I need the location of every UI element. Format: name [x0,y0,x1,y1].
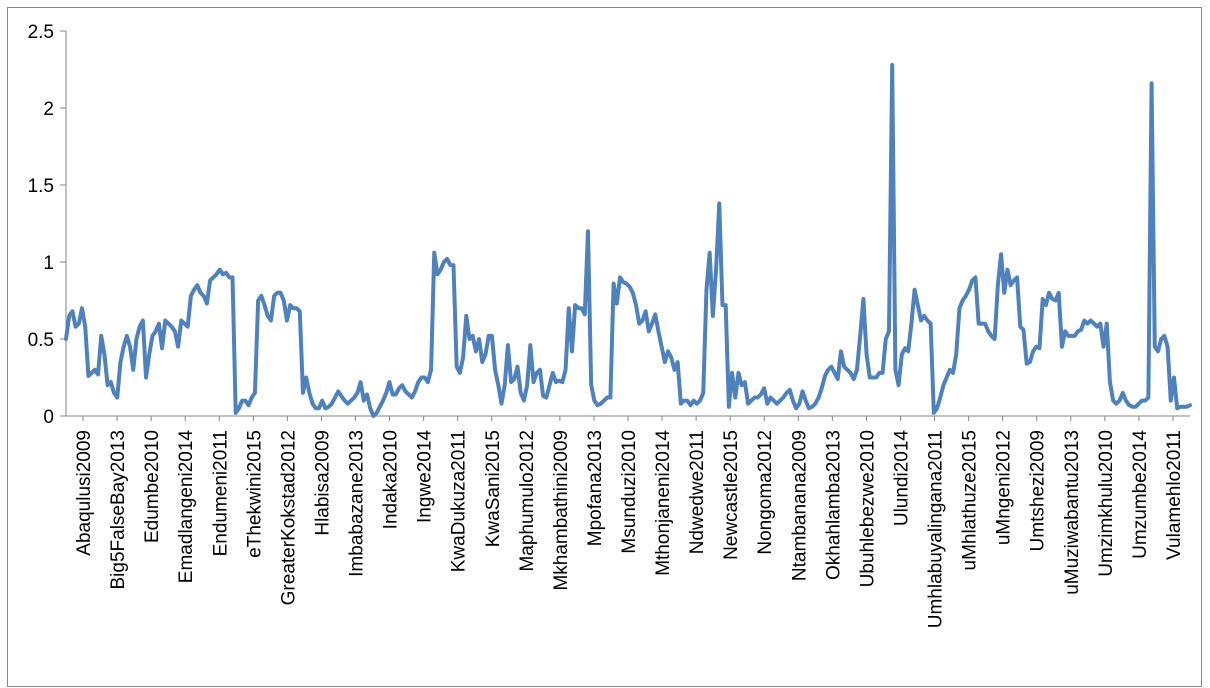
x-tick-label: Imbabazane2013 [347,430,368,577]
x-tick-label: Umtshezi2009 [1028,430,1049,551]
x-tick-label: Maphumulo2012 [517,430,538,572]
x-tick-label: KwaSani2015 [483,430,504,547]
line-chart: 0 0.5 1 1.5 2 2.5 Abaqulusi2009 Big5FalseBay20… [28,22,1192,628]
y-tick-label: 1.5 [28,176,54,197]
y-axis: 0 0.5 1 1.5 2 2.5 [28,22,67,428]
x-tick-label: KwaDukuza2011 [449,430,470,572]
x-tick-label: Hlabisa2009 [312,430,333,536]
x-tick-label: Mpofana2013 [585,430,606,546]
x-tick-label: uMhlathuze2015 [960,430,981,571]
x-tick-label: GreaterKokstad2012 [278,430,299,605]
y-tick-label: 2 [43,99,54,120]
x-tick-label: Big5FalseBay2013 [108,430,129,590]
x-tick-label: Vulamehlo2011 [1164,430,1185,560]
y-tick-label: 0 [43,407,54,428]
x-tick-label: Mkhambathini2009 [551,430,572,591]
y-tick-label: 0.5 [28,330,54,351]
x-tick-label: Ubuhlebezwe2010 [857,430,878,587]
x-tick-label: Ntambanana2009 [789,430,810,581]
series-layer [64,62,1192,418]
y-tick-label: 1 [43,253,54,274]
x-tick-label: uMuziwabantu2013 [1062,430,1083,595]
series-line [64,62,1192,418]
x-tick-label: Umzimkhulu2010 [1096,430,1117,577]
x-tick-label: Ndwedwe2011 [687,430,708,554]
chart-area: 0 0.5 1 1.5 2 2.5 Abaqulusi2009 Big5FalseBay20… [7,7,1202,687]
x-tick-label: Msunduzi2010 [619,430,640,554]
x-tick-label: Ingwe2014 [415,430,436,523]
x-tick-label: Mthonjaneni2014 [653,430,674,576]
x-tick-label: Edumbe2010 [142,430,163,543]
x-axis: Abaqulusi2009 Big5FalseBay2013 Edumbe2010 E… [66,415,1190,628]
x-tick-label: Endumeni2011 [210,430,231,556]
x-tick-label: Abaqulusi2009 [74,430,95,556]
x-tick-label: Okhahlamba2013 [823,430,844,580]
x-tick-label: Emadlangeni2014 [176,430,197,584]
x-tick-label: eThekwini2015 [244,430,265,558]
x-tick-label: Newcastle2015 [721,430,742,560]
x-tick-label: Umzumbe2014 [1130,430,1151,559]
x-tick-label: Nongoma2012 [755,430,776,555]
x-tick-label: Ulundi2014 [891,430,912,527]
y-tick-label: 2.5 [28,22,54,43]
x-tick-label: Indaka2010 [381,430,402,529]
x-tick-label: uMngeni2012 [994,430,1015,545]
x-tick-label: Umhlabuyalingana2011 [926,430,947,628]
